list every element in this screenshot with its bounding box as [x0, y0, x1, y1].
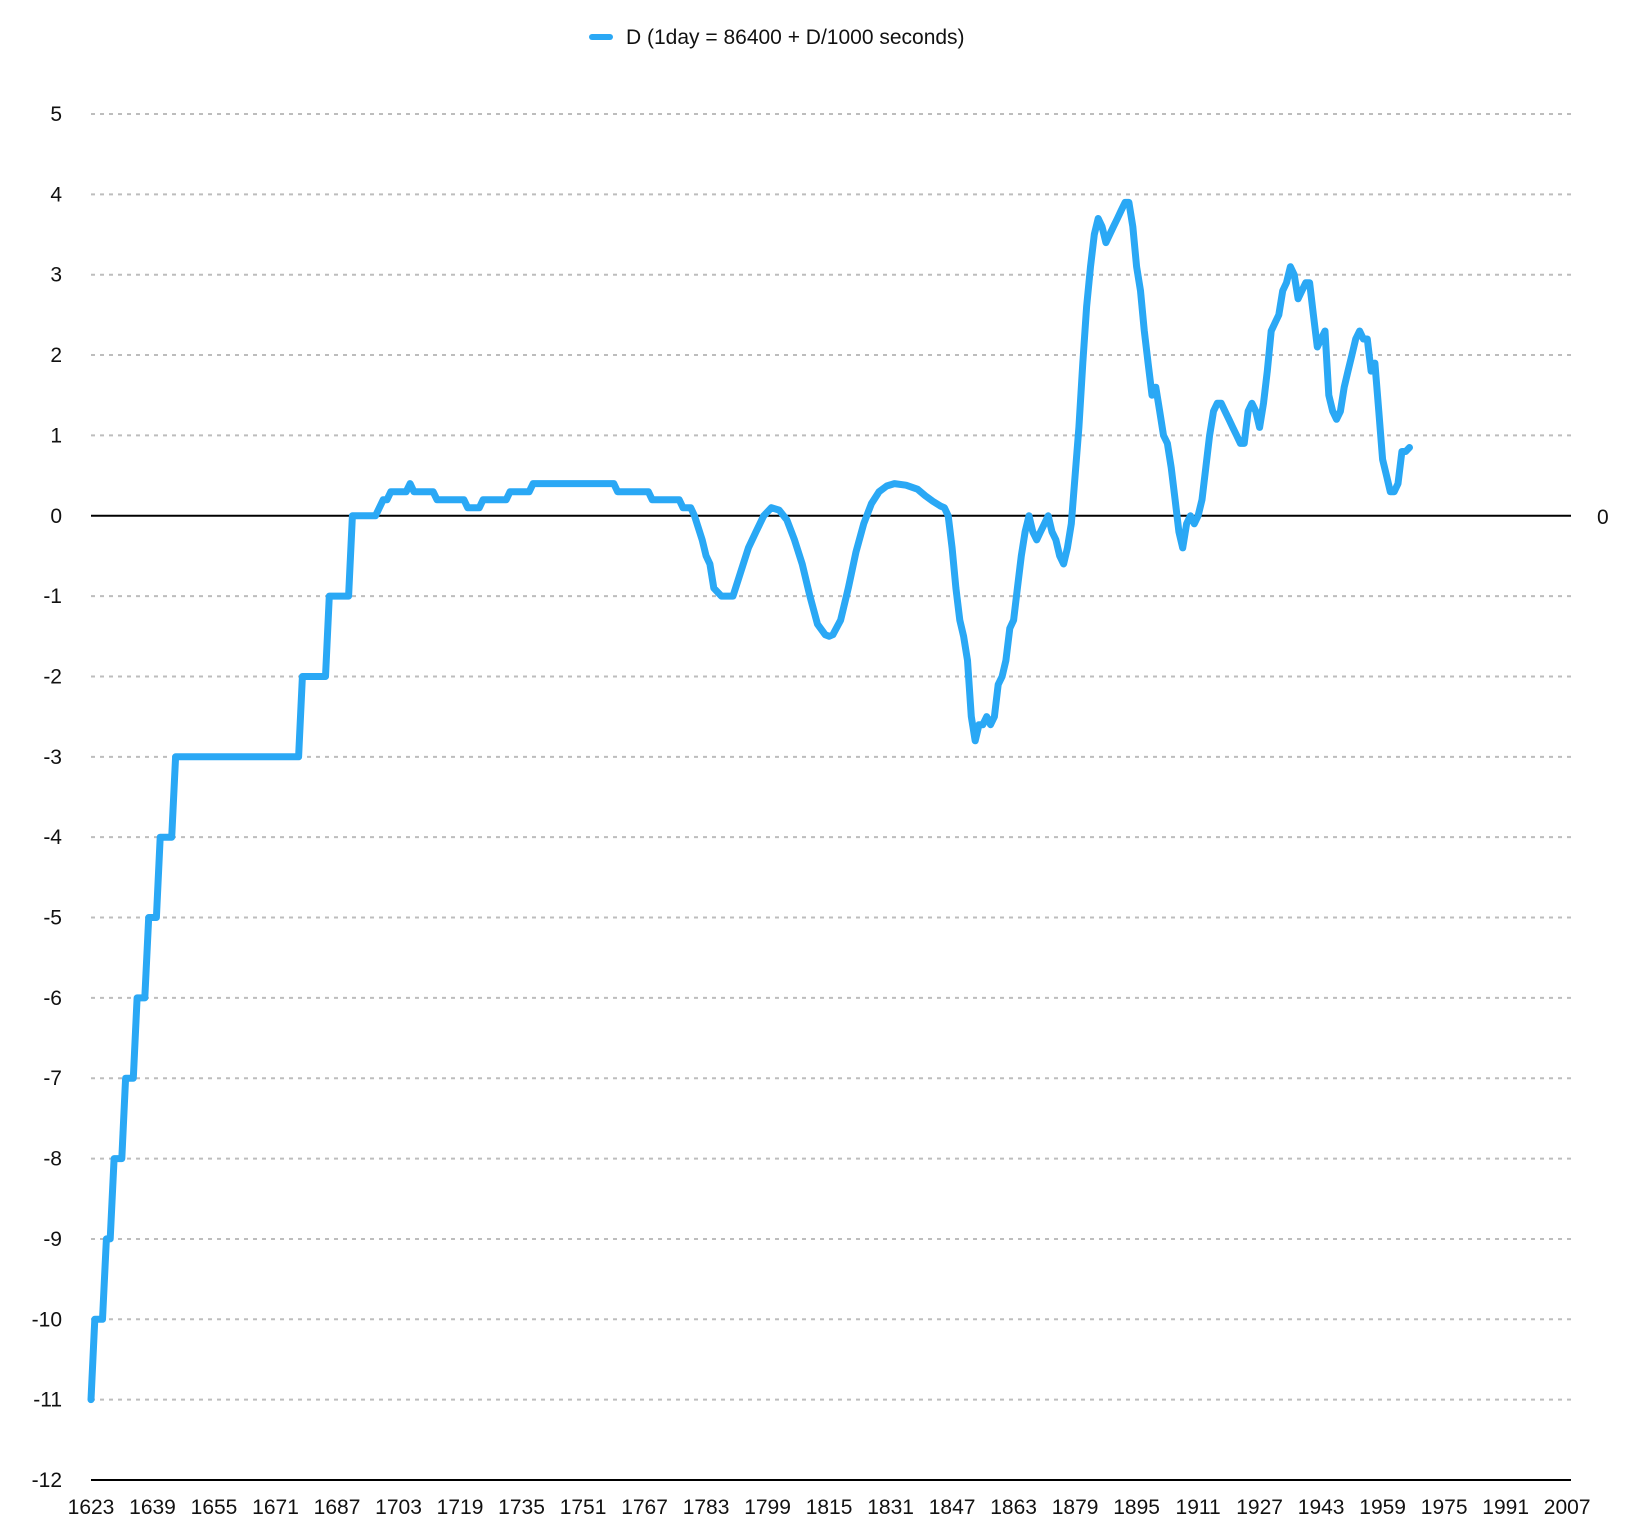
x-tick-label: 1751: [560, 1496, 607, 1519]
x-tick-label: 1895: [1113, 1496, 1160, 1519]
x-axis: 1623 1639 1655 1671 1687 1703 1719 1735 1751 1767…: [68, 1479, 1591, 1519]
y-tick-label: -9: [43, 1228, 62, 1251]
series-line: [87, 198, 1413, 1404]
y-tick-label: 3: [50, 264, 62, 287]
y-tick-label: -7: [43, 1067, 62, 1090]
y-tick-label: -4: [43, 826, 62, 849]
x-tick-label: 1959: [1359, 1496, 1406, 1519]
x-tick-label: 1943: [1298, 1496, 1345, 1519]
gridlines: [91, 113, 1571, 1401]
y-tick-label: 0: [50, 505, 62, 528]
legend-label: D (1day = 86400 + D/1000 seconds): [626, 26, 965, 49]
y-tick-label: -10: [32, 1308, 62, 1331]
x-tick-label: 1975: [1421, 1496, 1468, 1519]
x-tick-label: 1639: [129, 1496, 176, 1519]
zero-reference-label: 0: [1597, 506, 1609, 529]
x-tick-label: 1911: [1176, 1496, 1221, 1519]
y-tick-label: 1: [50, 424, 62, 447]
y-tick-label: -6: [43, 987, 62, 1010]
y-tick-label: -11: [33, 1389, 62, 1412]
x-tick-label: 1815: [806, 1496, 853, 1519]
x-tick-label: 1655: [191, 1496, 238, 1519]
x-tick-label: 2007: [1544, 1496, 1591, 1519]
y-tick-label: -2: [43, 665, 62, 688]
x-tick-label: 1767: [621, 1496, 668, 1519]
x-tick-label: 1831: [867, 1496, 914, 1519]
x-tick-label: 1671: [252, 1496, 299, 1519]
x-tick-label: 1879: [1052, 1496, 1099, 1519]
x-tick-label: 1799: [744, 1496, 791, 1519]
x-tick-label: 1735: [498, 1496, 545, 1519]
x-tick-label: 1687: [314, 1496, 361, 1519]
series-group: [87, 198, 1413, 1404]
y-tick-label: -5: [43, 907, 62, 930]
x-tick-label: 1623: [68, 1496, 115, 1519]
x-tick-label: 1991: [1482, 1496, 1529, 1519]
x-tick-label: 1927: [1236, 1496, 1283, 1519]
x-tick-label: 1847: [929, 1496, 976, 1519]
x-tick-label: 1863: [990, 1496, 1037, 1519]
y-tick-label: 4: [50, 183, 62, 206]
x-tick-label: 1719: [437, 1496, 484, 1519]
x-tick-label: 1783: [683, 1496, 730, 1519]
y-tick-label: -12: [32, 1469, 62, 1492]
y-tick-label: -1: [43, 585, 62, 608]
y-tick-label: -3: [43, 746, 62, 769]
legend: D (1day = 86400 + D/1000 seconds): [589, 26, 965, 49]
x-tick-label: 1703: [375, 1496, 422, 1519]
y-tick-label: -8: [43, 1148, 62, 1171]
y-axis: 5 4 3 2 1 0 -1 -2 -3 -4 -5 -6 -7 -8 -9 -10 -11 -12: [32, 103, 63, 1492]
y-tick-label: 2: [50, 344, 62, 367]
y-tick-label: 5: [50, 103, 62, 126]
